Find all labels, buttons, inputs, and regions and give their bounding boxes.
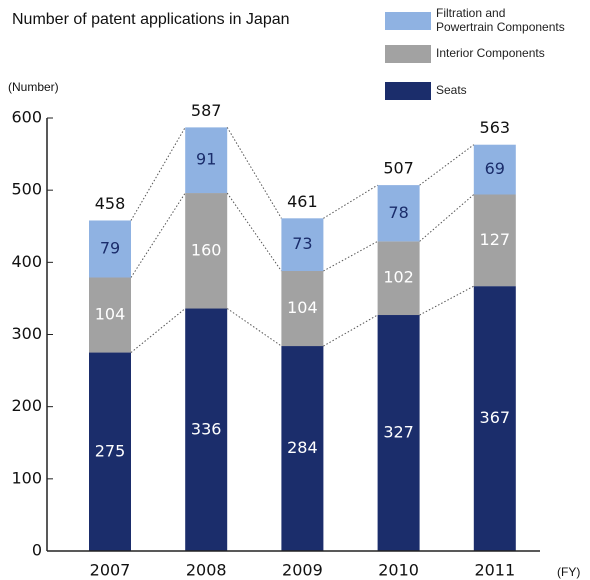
legend-swatch [385,82,431,100]
data-label: 367 [480,408,511,427]
y-tick-label: 300 [11,324,42,343]
bar-segment [185,127,228,194]
total-label: 461 [287,192,318,211]
data-label: 79 [100,238,120,257]
bar-segment [473,286,516,551]
bar-segment [377,185,420,242]
connector [226,127,282,219]
connector [419,144,475,186]
data-label: 336 [191,419,222,438]
data-label: 73 [292,234,312,253]
data-label: 127 [480,230,511,249]
connector [323,240,378,272]
connector [130,127,186,221]
legend-entry: Interior Components [436,46,545,60]
data-label: 102 [383,268,414,287]
connector [130,192,186,278]
x-tick-label: 2011 [474,561,515,580]
bar-segment [89,220,131,278]
legend-entry: Filtration and Powertrain Components [436,6,565,34]
y-tick-label: 600 [11,108,42,127]
data-label: 104 [95,305,126,324]
bar-segment [89,352,131,551]
bar-segment [281,270,324,347]
connector [419,285,475,316]
y-tick-label: 200 [11,396,42,415]
bar-segment [185,193,228,309]
data-label: 78 [388,203,408,222]
data-label: 160 [191,240,222,259]
x-tick-label: 2008 [186,561,227,580]
y-axis-label: (Number) [8,80,59,94]
x-tick-label: 2007 [90,561,131,580]
connector [130,308,186,353]
y-tick-label: 500 [11,180,42,199]
connector [226,308,282,347]
data-label: 284 [287,438,318,457]
y-tick-label: 100 [11,468,42,487]
y-tick-label: 400 [11,252,42,271]
connector [419,194,475,242]
legend-swatch [385,12,431,30]
bar-segment [185,308,228,551]
bar-segment [473,194,516,287]
data-label: 91 [196,150,216,169]
legend-label: Seats [436,83,467,97]
total-label: 458 [95,194,126,213]
y-tick-label: 0 [32,541,42,560]
bar-segment [281,218,324,271]
chart-title: Number of patent applications in Japan [12,11,290,28]
bar-segment [473,144,516,195]
bar-segment [89,277,131,353]
x-tick-label: 2009 [282,561,323,580]
x-axis-label: (FY) [557,565,580,579]
connector [323,184,378,219]
data-label: 327 [383,423,414,442]
data-label: 104 [287,298,318,317]
legend-entry: Seats [436,83,467,97]
x-tick-label: 2010 [378,561,419,580]
connector [323,314,378,347]
total-label: 587 [191,101,222,120]
total-label: 507 [383,159,414,178]
bar-segment [281,346,324,551]
legend-label: Filtration and Powertrain Components [436,6,565,34]
data-label: 69 [485,159,505,178]
data-label: 275 [95,441,126,460]
legend-label: Interior Components [436,46,545,60]
bar-segment [377,315,420,551]
bar-segment [377,241,420,316]
connector [226,192,282,272]
legend-swatch [385,45,431,63]
total-label: 563 [480,118,511,137]
